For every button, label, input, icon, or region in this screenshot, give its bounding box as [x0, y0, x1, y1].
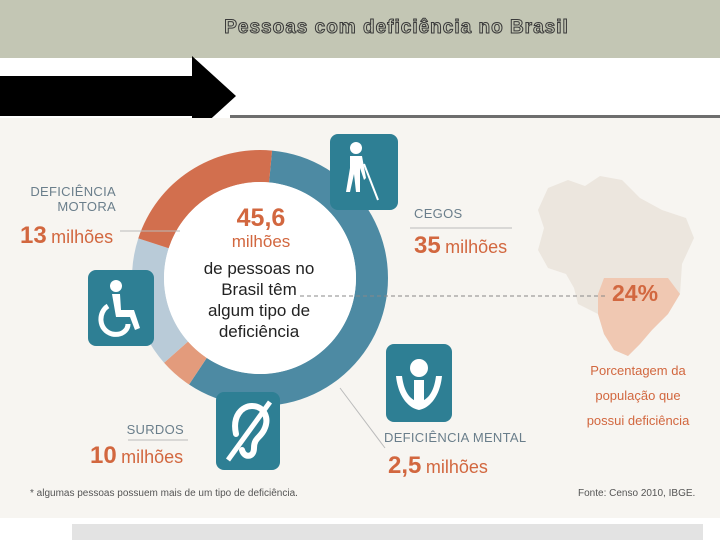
donut-center: [164, 182, 356, 374]
bottom-band: [72, 524, 703, 540]
blind-person-icon: [330, 134, 398, 210]
mental-value: 2,5: [388, 452, 422, 479]
title-bar: [0, 0, 720, 58]
donut-slice-cegos: [189, 150, 389, 406]
brazil-map-icon: [538, 176, 694, 356]
map-caption: Porcentagem da população que possui defi…: [586, 363, 690, 428]
cegos-label: CEGOS: [414, 206, 463, 221]
divider-line: [230, 115, 720, 118]
mental-label: DEFICIÊNCIA MENTAL: [384, 430, 527, 445]
donut-chart: [120, 150, 694, 449]
mental-value-group: 2,5 milhões: [388, 452, 488, 480]
mental-leader-line: [339, 387, 386, 449]
intellectual-disability-icon: [386, 344, 452, 422]
source-note: Fonte: Censo 2010, IBGE.: [578, 488, 696, 499]
surdos-label: SURDOS: [126, 422, 184, 437]
motora-value-group: 13 milhões: [20, 222, 113, 250]
donut-slice-mental: [164, 341, 207, 385]
surdos-value-group: 10 milhões: [90, 442, 183, 470]
surdos-value: 10: [90, 442, 117, 469]
donut-slice-motora: [138, 150, 273, 249]
motora-unit: milhões: [51, 227, 114, 247]
right-arrow-icon: [0, 56, 236, 136]
cegos-value: 35: [414, 232, 441, 259]
motora-label: DEFICIÊNCIA MOTORA: [30, 184, 116, 214]
center-text: de pessoas no Brasil têm algum tipo de d…: [203, 259, 315, 341]
cegos-value-group: 35 milhões: [414, 232, 507, 260]
motora-value: 13: [20, 222, 47, 249]
infographic: 45,6 milhões de pessoas no Brasil têm al…: [0, 118, 720, 518]
footnote: * algumas pessoas possuem mais de um tip…: [30, 488, 298, 499]
cegos-unit: milhões: [445, 237, 508, 257]
wheelchair-icon: [88, 270, 154, 346]
center-unit: milhões: [231, 232, 291, 251]
deaf-ear-icon: [216, 392, 280, 470]
map-percentage: 24%: [612, 280, 659, 306]
surdos-unit: milhões: [121, 447, 184, 467]
center-value: 45,6: [236, 204, 286, 232]
slide-title: Pessoas com deficiência no Brasil: [224, 17, 569, 39]
mental-unit: milhões: [425, 457, 488, 477]
